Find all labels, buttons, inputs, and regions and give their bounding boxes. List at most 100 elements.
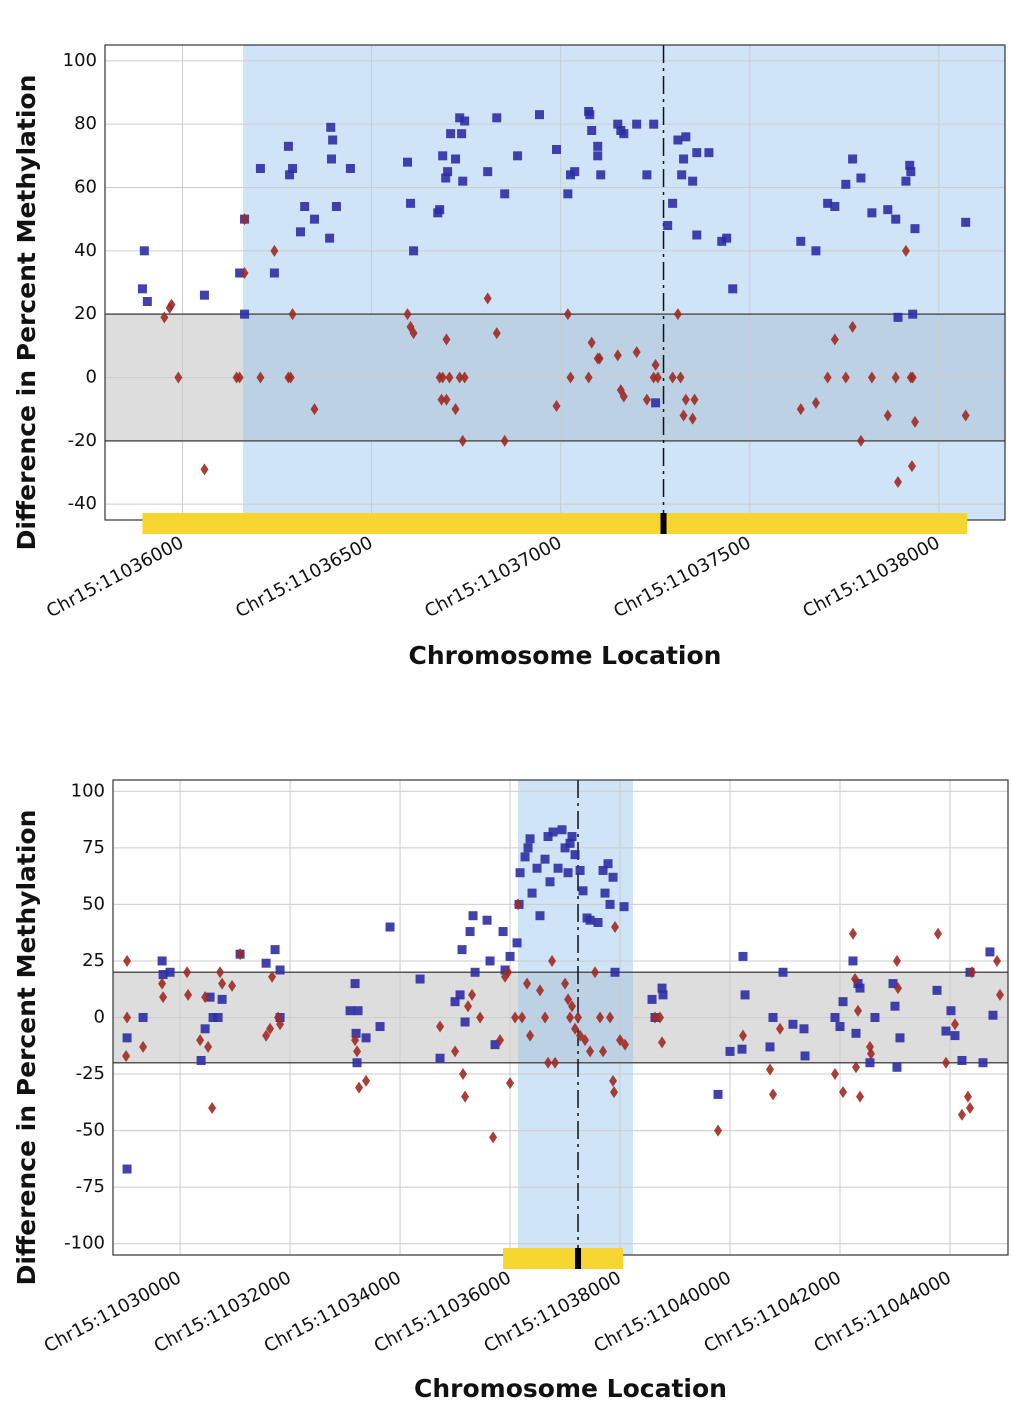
point-square <box>548 827 558 837</box>
point-square <box>890 1001 900 1011</box>
point-diamond <box>353 1045 362 1058</box>
point-square <box>713 1089 723 1099</box>
point-square <box>523 843 533 853</box>
y-tick-label: 0 <box>86 367 97 388</box>
point-square <box>415 974 425 984</box>
point-diamond <box>966 1101 975 1114</box>
y-axis-title: Difference in Percent Methylation <box>12 75 41 551</box>
point-square <box>205 992 215 1002</box>
point-square <box>200 1024 210 1034</box>
point-diamond <box>158 977 167 990</box>
point-square <box>403 157 413 167</box>
point-diamond <box>586 1045 595 1058</box>
marker-tick <box>660 513 667 534</box>
point-square <box>165 967 175 977</box>
point-diamond <box>489 1131 498 1144</box>
point-square <box>600 888 610 898</box>
point-square <box>593 918 603 927</box>
point-square <box>613 119 623 129</box>
point-square <box>137 284 147 294</box>
point-diamond <box>591 966 600 979</box>
y-tick-label: 80 <box>74 113 97 134</box>
point-square <box>692 230 702 240</box>
point-diamond <box>852 1061 861 1074</box>
point-diamond <box>911 415 919 428</box>
point-diamond <box>552 400 561 412</box>
point-square <box>668 198 678 208</box>
point-diamond <box>595 352 604 365</box>
point-square <box>512 938 522 948</box>
point-diamond <box>461 1090 470 1103</box>
point-square <box>788 1019 798 1029</box>
point-diamond <box>609 1074 618 1087</box>
point-square <box>217 994 227 1004</box>
point-diamond <box>464 1000 473 1013</box>
point-square <box>737 1044 747 1054</box>
x-tick-label: Chr15:11036500 <box>232 532 376 622</box>
point-diamond <box>492 327 501 340</box>
point-square <box>261 958 271 968</box>
y-tick-label: 40 <box>74 240 97 261</box>
point-square <box>138 1013 148 1022</box>
point-diamond <box>993 954 1002 967</box>
point-diamond <box>961 409 970 422</box>
point-square <box>563 189 573 199</box>
point-square <box>543 832 553 842</box>
point-square <box>325 233 335 243</box>
point-square <box>853 979 863 989</box>
point-diamond <box>848 320 857 333</box>
point-square <box>515 868 525 878</box>
point-square <box>441 173 451 183</box>
point-square <box>988 1010 998 1020</box>
point-diamond <box>651 358 660 371</box>
x-tick-label: Chr15:11038000 <box>799 532 943 622</box>
point-diamond <box>571 1022 580 1035</box>
y-tick-label: 60 <box>74 177 97 198</box>
point-square <box>688 176 698 186</box>
y-tick-label: -100 <box>64 1233 105 1254</box>
point-square <box>908 309 918 319</box>
point-square <box>848 154 858 164</box>
point-diamond <box>632 346 641 359</box>
point-square <box>450 997 460 1007</box>
point-diamond <box>123 1011 132 1024</box>
point-diamond <box>240 213 249 226</box>
point-square <box>213 1013 223 1022</box>
point-square <box>485 956 495 966</box>
point-square <box>275 965 285 975</box>
point-square <box>578 886 588 896</box>
point-square <box>500 965 510 975</box>
point-diamond <box>907 460 916 473</box>
point-diamond <box>908 371 917 384</box>
y-tick-label: 75 <box>82 837 105 858</box>
x-tick-label: Chr15:11037500 <box>610 532 754 622</box>
point-square <box>296 227 306 237</box>
point-square <box>740 990 750 1000</box>
point-diamond <box>504 966 513 979</box>
point-square <box>800 1051 810 1061</box>
y-axis-title: Difference in Percent Methylation <box>12 810 41 1286</box>
point-square <box>910 224 920 234</box>
point-diamond <box>611 921 620 934</box>
point-diamond <box>139 1040 148 1053</box>
point-square <box>327 154 337 164</box>
point-diamond <box>442 393 451 406</box>
point-square <box>657 983 667 993</box>
point-square <box>587 126 597 135</box>
point-square <box>888 979 898 989</box>
y-tick-label: 20 <box>74 303 97 324</box>
point-square <box>765 1042 775 1052</box>
point-diamond <box>523 977 532 990</box>
point-square <box>458 176 468 186</box>
point-diamond <box>483 292 492 305</box>
point-square <box>409 246 419 256</box>
point-diamond <box>123 954 132 967</box>
point-square <box>285 170 295 180</box>
point-square <box>500 189 510 199</box>
point-square <box>157 956 167 966</box>
point-diamond <box>276 1018 285 1031</box>
point-diamond <box>160 311 169 324</box>
point-diamond <box>839 1086 848 1099</box>
x-tick-label: Chr15:11036000 <box>43 532 187 622</box>
